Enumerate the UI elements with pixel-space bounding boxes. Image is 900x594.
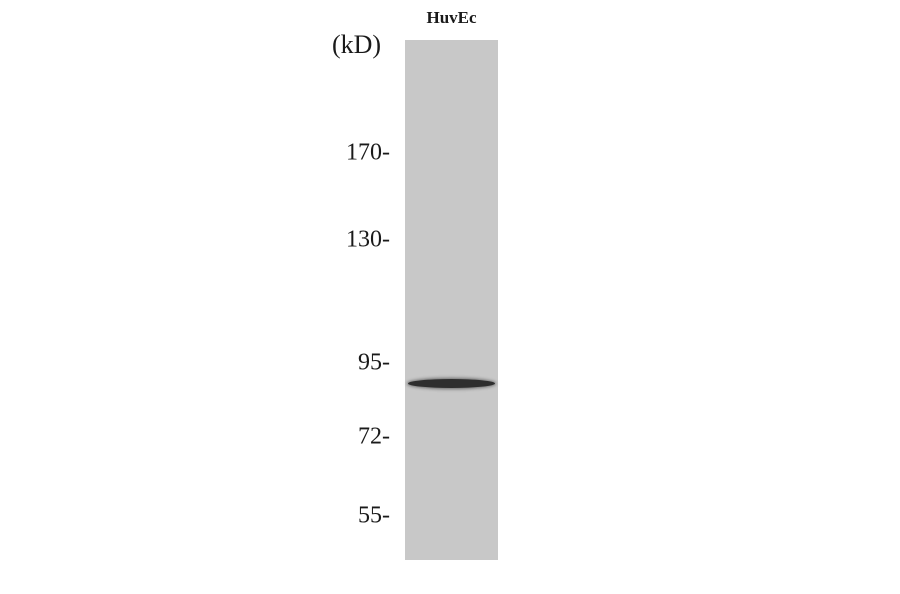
marker-72: 72- — [358, 423, 390, 450]
marker-55: 55- — [358, 502, 390, 529]
marker-130: 130- — [346, 226, 390, 253]
blot-lane — [405, 40, 498, 560]
marker-95: 95- — [358, 349, 390, 376]
lane-label: HuvEc — [426, 8, 477, 27]
protein-band — [408, 378, 495, 388]
unit-label: (kD) — [332, 30, 382, 59]
marker-170: 170- — [346, 139, 390, 166]
